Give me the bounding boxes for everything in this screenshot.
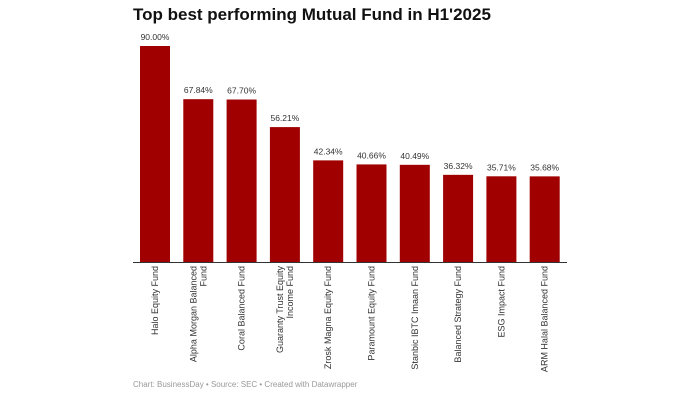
x-tick-label: Alpha Morgan BalancedFund	[188, 266, 208, 362]
x-tick-label-line: Income Fund	[285, 266, 295, 319]
bar	[140, 46, 170, 262]
x-tick-label: Zrosk Magna Equity Fund	[323, 266, 333, 369]
x-tick-label-line: ARM Halal Balanced Fund	[540, 266, 550, 372]
data-label: 36.32%	[444, 161, 473, 171]
bar	[399, 164, 430, 262]
x-tick-label-line: Halo Equity Fund	[150, 266, 160, 335]
x-tick-label: Halo Equity Fund	[150, 266, 160, 335]
data-label: 40.49%	[400, 151, 429, 161]
data-label: 40.66%	[357, 150, 386, 160]
bar	[183, 99, 214, 263]
bar	[356, 164, 387, 262]
x-tick-label: Coral Balanced Fund	[237, 266, 247, 351]
data-label: 56.21%	[270, 113, 299, 123]
data-label: 35.68%	[530, 162, 559, 172]
x-tick-label-line: Balanced Strategy Fund	[453, 266, 463, 363]
bar	[313, 160, 344, 262]
x-tick-label-line: Fund	[198, 266, 208, 287]
x-tick-label-line: Paramount Equity Fund	[367, 266, 377, 361]
data-label: 42.34%	[314, 146, 343, 156]
x-tick-label: Stanbic IBTC Imaan Fund	[410, 266, 420, 370]
data-label: 67.84%	[184, 85, 213, 95]
x-tick-label-line: Stanbic IBTC Imaan Fund	[410, 266, 420, 370]
data-label: 90.00%	[141, 32, 170, 42]
bar	[226, 99, 257, 263]
x-tick-label-line: ESG Impact Fund	[496, 266, 506, 338]
x-tick-label-line: Zrosk Magna Equity Fund	[323, 266, 333, 369]
bar	[269, 127, 300, 262]
x-tick-label-line: Alpha Morgan Balanced	[188, 266, 198, 362]
bar	[443, 174, 474, 262]
bar	[529, 176, 560, 262]
x-tick-label: Guaranty Trust EquityIncome Fund	[275, 266, 295, 354]
x-tick-label-line: Guaranty Trust Equity	[275, 266, 285, 354]
bar	[486, 176, 517, 262]
x-tick-label: Paramount Equity Fund	[367, 266, 377, 361]
chart-title: Top best performing Mutual Fund in H1'20…	[133, 5, 491, 24]
data-label: 35.71%	[487, 162, 516, 172]
data-label: 67.70%	[227, 86, 256, 96]
x-tick-label: ARM Halal Balanced Fund	[540, 266, 550, 372]
chart-footer: Chart: BusinessDay • Source: SEC • Creat…	[133, 380, 358, 389]
x-tick-label: ESG Impact Fund	[496, 266, 506, 338]
x-tick-label-line: Coral Balanced Fund	[237, 266, 247, 351]
x-tick-label: Balanced Strategy Fund	[453, 266, 463, 363]
